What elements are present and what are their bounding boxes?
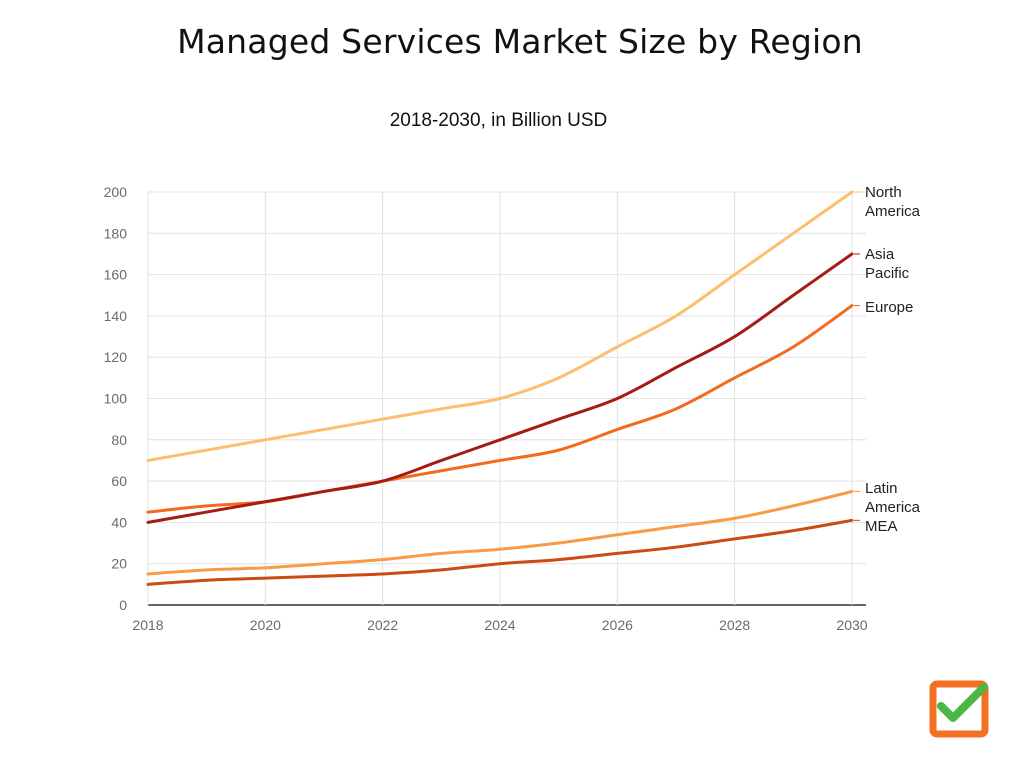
series-label-latin-america: Latin America	[865, 480, 921, 516]
series-label-line: North	[865, 184, 902, 201]
series-line-asia-pacific	[146, 252, 854, 524]
series-line-north-america	[146, 190, 854, 462]
series-label-line: America	[865, 499, 921, 516]
y-tick-label: 120	[104, 349, 128, 365]
x-tick-label: 2018	[132, 617, 163, 633]
series-label-line: Pacific	[865, 265, 910, 282]
series-line-latin-america	[146, 489, 854, 576]
x-tick-label: 2024	[484, 617, 515, 633]
y-tick-label: 140	[104, 308, 128, 324]
series-label-line: Europe	[865, 299, 913, 316]
series-lines	[146, 190, 854, 586]
series-line-mea	[146, 518, 854, 586]
y-tick-label: 80	[111, 432, 127, 448]
y-axis-ticks: 0 20 40 60 80 100 120 140 160 180 200	[104, 184, 128, 613]
series-label-line: Latin	[865, 480, 898, 497]
x-tick-label: 2028	[719, 617, 750, 633]
y-tick-label: 160	[104, 267, 128, 283]
series-label-line: America	[865, 203, 921, 220]
checkbox-check-icon	[929, 680, 989, 738]
y-tick-label: 200	[104, 184, 128, 200]
chart-subtitle: 2018-2030, in Billion USD	[389, 110, 608, 131]
x-tick-label: 2026	[602, 617, 633, 633]
y-tick-label: 20	[111, 556, 127, 572]
series-label-mea: MEA	[865, 518, 898, 535]
series-label-asia-pacific: Asia Pacific	[865, 246, 910, 282]
x-axis-ticks: 2018 2020 2022 2024 2026 2028 2030	[132, 617, 867, 633]
logo-check	[937, 683, 988, 722]
x-tick-label: 2022	[367, 617, 398, 633]
chart-title: Managed Services Market Size by Region	[177, 22, 863, 61]
series-label-north-america: North America	[865, 184, 921, 220]
series-labels: North America Asia Pacific Europe Latin Americ…	[854, 184, 921, 535]
series-label-line: MEA	[865, 518, 898, 535]
y-tick-label: 100	[104, 391, 128, 407]
y-tick-label: 0	[119, 597, 127, 613]
series-label-europe: Europe	[865, 299, 913, 316]
x-tick-label: 2020	[250, 617, 281, 633]
logo-box	[929, 680, 989, 738]
x-tick-label: 2030	[836, 617, 867, 633]
y-tick-label: 180	[104, 225, 128, 241]
y-tick-label: 60	[111, 473, 127, 489]
grid-lines	[147, 191, 866, 606]
y-tick-label: 40	[111, 514, 127, 530]
series-label-line: Asia	[865, 246, 895, 263]
